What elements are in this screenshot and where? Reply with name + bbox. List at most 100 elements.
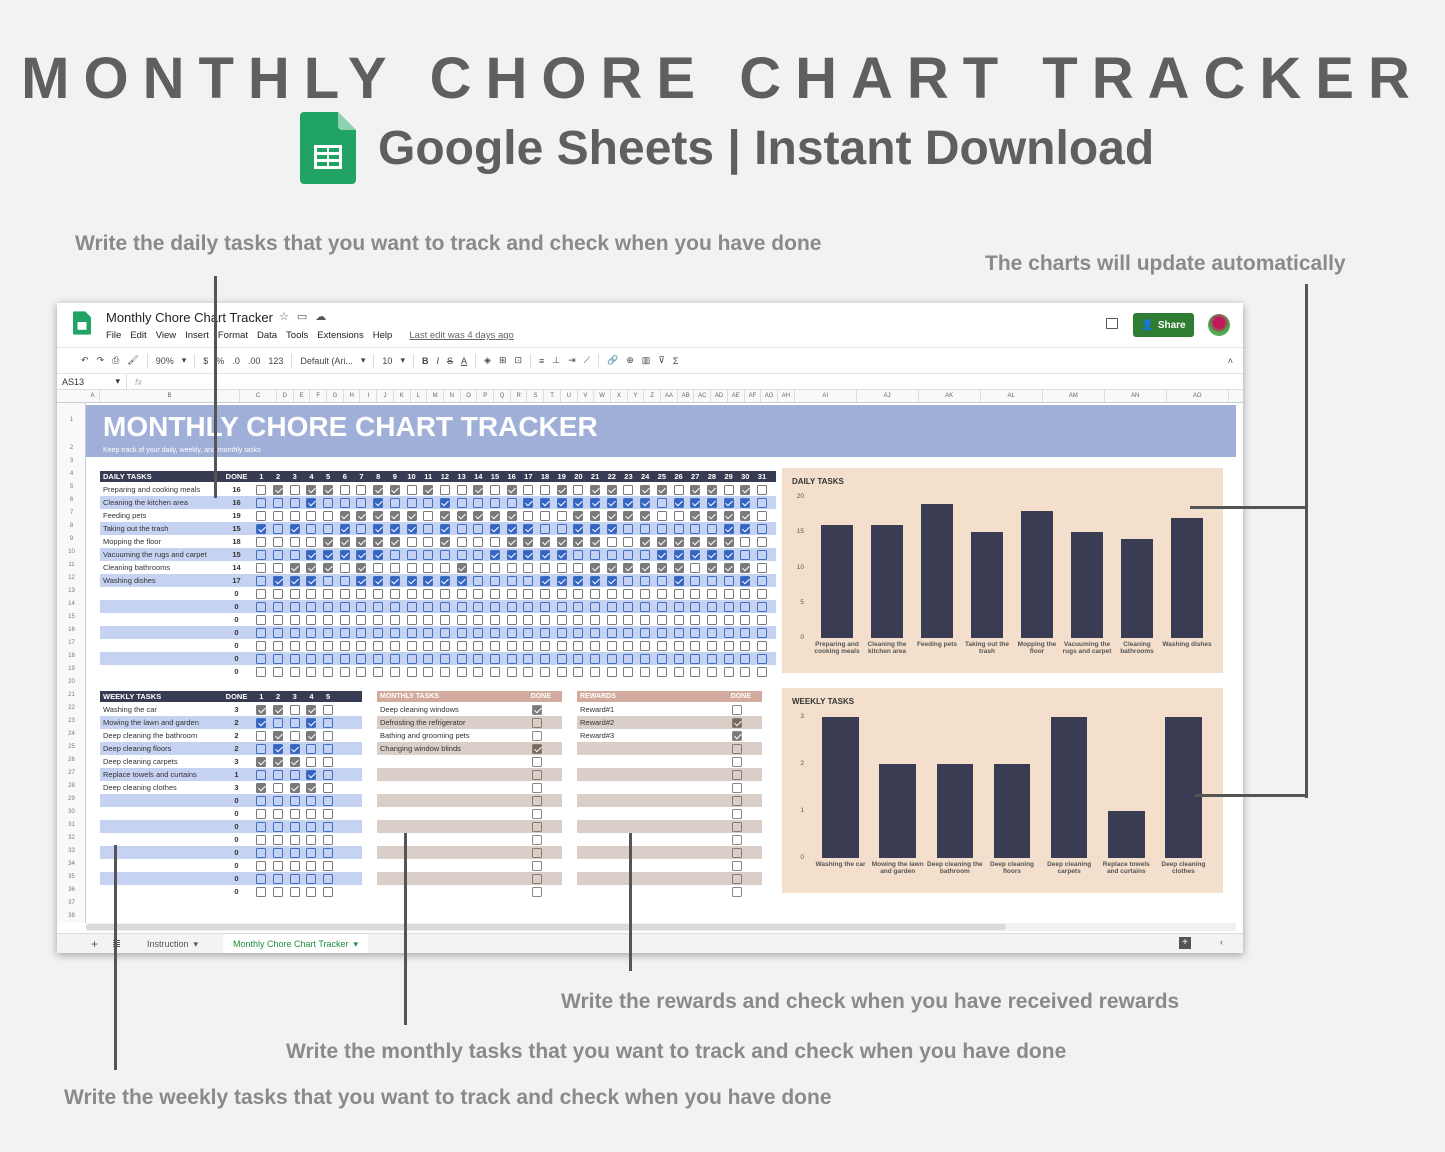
checkbox[interactable]: [756, 575, 767, 586]
checkbox[interactable]: [306, 562, 317, 573]
horizontal-align-icon[interactable]: ≡: [539, 355, 545, 366]
checkbox[interactable]: [273, 717, 284, 728]
checkbox[interactable]: [289, 627, 300, 638]
checkbox[interactable]: [306, 821, 317, 832]
row-header[interactable]: 34: [68, 861, 75, 867]
checkbox[interactable]: [456, 510, 467, 521]
checkbox[interactable]: [256, 769, 267, 780]
checkbox[interactable]: [273, 666, 284, 677]
checkbox[interactable]: [540, 549, 551, 560]
checkbox[interactable]: [590, 588, 601, 599]
bar[interactable]: [821, 525, 853, 638]
checkbox[interactable]: [690, 640, 701, 651]
checkbox[interactable]: [723, 588, 734, 599]
row-header[interactable]: 9: [69, 536, 74, 542]
checkbox[interactable]: [540, 627, 551, 638]
checkbox[interactable]: [256, 821, 267, 832]
daily-tasks-chart[interactable]: DAILY TASKS 0 5 10 15 20 Preparing and cookin…: [782, 468, 1223, 673]
checkbox[interactable]: [273, 743, 284, 754]
checkbox[interactable]: [339, 562, 350, 573]
checkbox[interactable]: [640, 497, 651, 508]
checkbox[interactable]: [423, 627, 434, 638]
checkbox[interactable]: [389, 484, 400, 495]
column-header[interactable]: AL: [981, 390, 1043, 402]
checkbox[interactable]: [740, 549, 751, 560]
checkbox[interactable]: [373, 484, 384, 495]
checkbox[interactable]: [256, 782, 267, 793]
checkbox[interactable]: [706, 640, 717, 651]
checkbox[interactable]: [523, 497, 534, 508]
bar[interactable]: [1050, 717, 1088, 858]
checkbox[interactable]: [723, 549, 734, 560]
column-header[interactable]: AI: [795, 390, 857, 402]
checkbox[interactable]: [423, 497, 434, 508]
checkbox[interactable]: [706, 627, 717, 638]
checkbox[interactable]: [540, 601, 551, 612]
row-header[interactable]: 24: [68, 731, 75, 737]
checkbox[interactable]: [423, 562, 434, 573]
checkbox[interactable]: [456, 549, 467, 560]
checkbox[interactable]: [439, 640, 450, 651]
checkbox[interactable]: [389, 523, 400, 534]
checkbox[interactable]: [439, 497, 450, 508]
avatar[interactable]: [1208, 314, 1230, 336]
checkbox[interactable]: [640, 510, 651, 521]
checkbox[interactable]: [389, 627, 400, 638]
checkbox[interactable]: [256, 756, 267, 767]
row-header[interactable]: 13: [68, 588, 75, 594]
vertical-align-icon[interactable]: ⊥: [552, 355, 561, 365]
checkbox[interactable]: [273, 821, 284, 832]
checkbox[interactable]: [523, 549, 534, 560]
share-button[interactable]: 👤 Share: [1133, 313, 1194, 337]
checkbox[interactable]: [732, 782, 742, 793]
task-name-cell[interactable]: Feeding pets: [103, 511, 147, 520]
checkbox[interactable]: [740, 666, 751, 677]
checkbox[interactable]: [273, 847, 284, 858]
checkbox[interactable]: [323, 614, 334, 625]
checkbox[interactable]: [573, 627, 584, 638]
checkbox[interactable]: [306, 484, 317, 495]
checkbox[interactable]: [289, 717, 300, 728]
checkbox[interactable]: [673, 588, 684, 599]
checkbox[interactable]: [606, 614, 617, 625]
checkbox[interactable]: [473, 549, 484, 560]
checkbox[interactable]: [656, 575, 667, 586]
checkbox[interactable]: [640, 601, 651, 612]
checkbox[interactable]: [756, 484, 767, 495]
decrease-decimal-button[interactable]: .0: [232, 355, 240, 366]
checkbox[interactable]: [489, 601, 500, 612]
checkbox[interactable]: [323, 717, 334, 728]
checkbox[interactable]: [732, 873, 742, 884]
checkbox[interactable]: [406, 588, 417, 599]
checkbox[interactable]: [373, 523, 384, 534]
checkbox[interactable]: [756, 653, 767, 664]
checkbox[interactable]: [623, 601, 634, 612]
task-name-cell[interactable]: Deep cleaning floors: [103, 744, 172, 753]
checkbox[interactable]: [556, 601, 567, 612]
checkbox[interactable]: [590, 536, 601, 547]
checkbox[interactable]: [339, 640, 350, 651]
checkbox[interactable]: [473, 666, 484, 677]
checkbox[interactable]: [573, 510, 584, 521]
checkbox[interactable]: [323, 627, 334, 638]
checkbox[interactable]: [640, 562, 651, 573]
checkbox[interactable]: [723, 575, 734, 586]
increase-decimal-button[interactable]: .00: [247, 355, 261, 366]
checkbox[interactable]: [640, 575, 651, 586]
checkbox[interactable]: [256, 743, 267, 754]
checkbox[interactable]: [740, 627, 751, 638]
checkbox[interactable]: [273, 588, 284, 599]
checkbox[interactable]: [623, 536, 634, 547]
checkbox[interactable]: [756, 666, 767, 677]
checkbox[interactable]: [606, 640, 617, 651]
tab-instruction[interactable]: Instruction ▾: [137, 934, 208, 953]
print-icon[interactable]: ⎙: [112, 355, 120, 365]
checkbox[interactable]: [756, 614, 767, 625]
checkbox[interactable]: [406, 601, 417, 612]
checkbox[interactable]: [306, 795, 317, 806]
checkbox[interactable]: [389, 549, 400, 560]
column-header[interactable]: P: [477, 390, 495, 402]
checkbox[interactable]: [289, 614, 300, 625]
checkbox[interactable]: [740, 510, 751, 521]
checkbox[interactable]: [623, 627, 634, 638]
